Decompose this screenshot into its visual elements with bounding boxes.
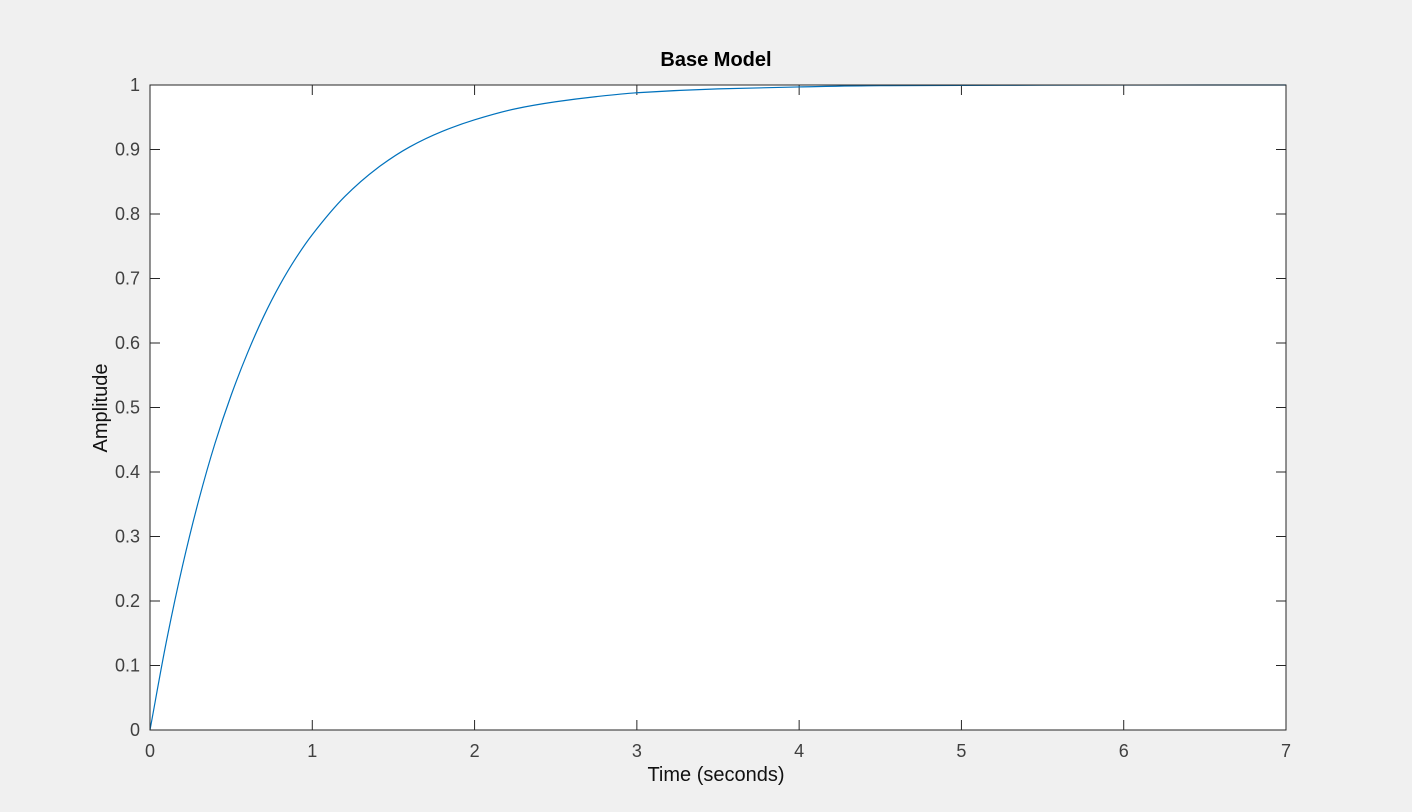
y-tick-label: 0 <box>130 720 140 740</box>
y-tick-label: 0.5 <box>115 398 140 418</box>
y-tick-label: 0.6 <box>115 333 140 353</box>
y-tick-label: 0.8 <box>115 204 140 224</box>
x-tick-label: 2 <box>470 741 480 761</box>
x-tick-label: 7 <box>1281 741 1291 761</box>
axes-background <box>150 85 1286 730</box>
y-tick-label: 0.7 <box>115 269 140 289</box>
y-axis-label: Amplitude <box>90 364 112 453</box>
y-tick-label: 1 <box>130 75 140 95</box>
x-tick-label: 4 <box>794 741 804 761</box>
y-tick-label: 0.4 <box>115 462 140 482</box>
y-tick-label: 0.9 <box>115 140 140 160</box>
x-tick-label: 1 <box>307 741 317 761</box>
x-tick-label: 5 <box>956 741 966 761</box>
x-tick-label: 3 <box>632 741 642 761</box>
x-tick-labels: 0 1 2 3 4 5 6 7 <box>145 741 1291 761</box>
axes-box <box>149 84 1287 731</box>
x-axis-label: Time (seconds) <box>647 764 784 786</box>
x-tick-label: 0 <box>145 741 155 761</box>
y-tick-label: 0.2 <box>115 591 140 611</box>
chart-title: Base Model <box>660 49 771 71</box>
x-tick-label: 6 <box>1119 741 1129 761</box>
y-tick-label: 0.3 <box>115 527 140 547</box>
y-tick-labels: 0 0.1 0.2 0.3 0.4 0.5 0.6 0.7 0.8 0.9 1 <box>115 75 140 740</box>
y-tick-label: 0.1 <box>115 656 140 676</box>
